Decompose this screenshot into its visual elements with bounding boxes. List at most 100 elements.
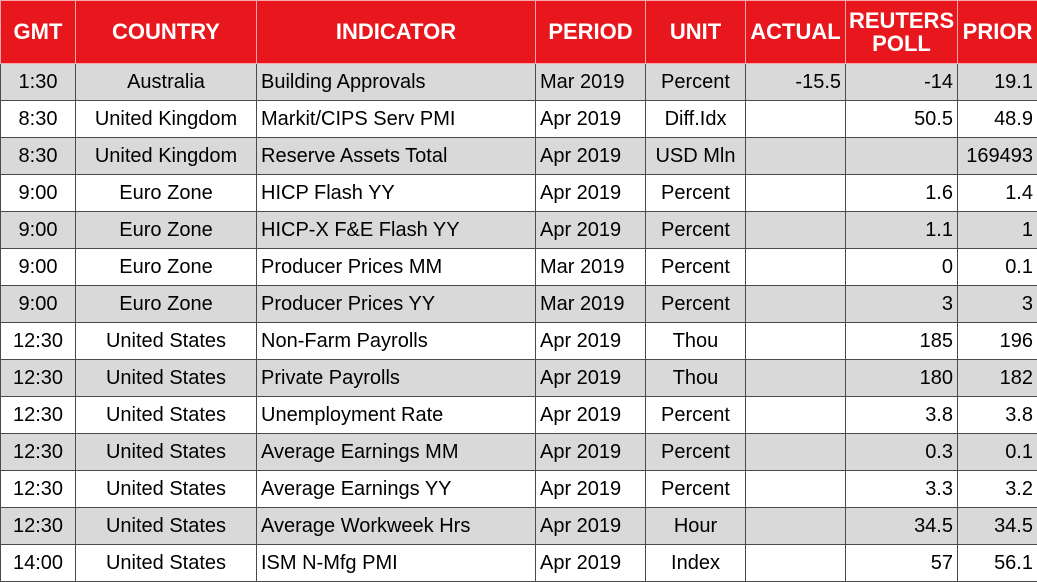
cell-period: Apr 2019 [536, 323, 646, 360]
cell-reuters-poll: 3.8 [846, 397, 958, 434]
cell-actual [746, 323, 846, 360]
cell-actual [746, 101, 846, 138]
cell-reuters-poll: 1.1 [846, 212, 958, 249]
cell-unit: Percent [646, 397, 746, 434]
cell-reuters-poll: 0.3 [846, 434, 958, 471]
header-actual: ACTUAL [746, 1, 846, 64]
cell-country: United States [76, 323, 257, 360]
cell-reuters-poll: 50.5 [846, 101, 958, 138]
cell-country: United States [76, 360, 257, 397]
cell-reuters-poll: 34.5 [846, 508, 958, 545]
cell-country: United States [76, 471, 257, 508]
cell-unit: Index [646, 545, 746, 582]
cell-country: Euro Zone [76, 249, 257, 286]
cell-unit: Percent [646, 175, 746, 212]
cell-unit: Diff.Idx [646, 101, 746, 138]
cell-period: Mar 2019 [536, 286, 646, 323]
cell-indicator: Unemployment Rate [257, 397, 536, 434]
cell-country: Euro Zone [76, 212, 257, 249]
header-indicator: INDICATOR [257, 1, 536, 64]
cell-prior: 34.5 [958, 508, 1037, 545]
cell-period: Apr 2019 [536, 508, 646, 545]
cell-unit: Percent [646, 212, 746, 249]
cell-country: Australia [76, 64, 257, 101]
cell-unit: Percent [646, 249, 746, 286]
cell-country: United States [76, 434, 257, 471]
cell-country: United States [76, 397, 257, 434]
header-country: COUNTRY [76, 1, 257, 64]
cell-unit: Percent [646, 471, 746, 508]
cell-period: Apr 2019 [536, 397, 646, 434]
cell-prior: 0.1 [958, 249, 1037, 286]
cell-prior: 3.2 [958, 471, 1037, 508]
cell-reuters-poll: 180 [846, 360, 958, 397]
cell-reuters-poll: 185 [846, 323, 958, 360]
cell-actual [746, 397, 846, 434]
cell-actual [746, 471, 846, 508]
cell-actual [746, 175, 846, 212]
cell-indicator: Private Payrolls [257, 360, 536, 397]
header-reuters-poll-line2: POLL [872, 31, 931, 56]
cell-unit: Thou [646, 360, 746, 397]
cell-unit: USD Mln [646, 138, 746, 175]
cell-period: Apr 2019 [536, 175, 646, 212]
cell-country: Euro Zone [76, 286, 257, 323]
cell-indicator: Producer Prices YY [257, 286, 536, 323]
cell-gmt: 8:30 [1, 138, 76, 175]
cell-prior: 3.8 [958, 397, 1037, 434]
cell-gmt: 12:30 [1, 434, 76, 471]
cell-gmt: 9:00 [1, 175, 76, 212]
header-period: PERIOD [536, 1, 646, 64]
cell-reuters-poll: -14 [846, 64, 958, 101]
cell-reuters-poll: 1.6 [846, 175, 958, 212]
cell-period: Mar 2019 [536, 249, 646, 286]
cell-actual [746, 138, 846, 175]
cell-gmt: 1:30 [1, 64, 76, 101]
cell-unit: Hour [646, 508, 746, 545]
cell-country: United States [76, 508, 257, 545]
cell-indicator: HICP-X F&E Flash YY [257, 212, 536, 249]
cell-prior: 3 [958, 286, 1037, 323]
cell-prior: 19.1 [958, 64, 1037, 101]
cell-gmt: 12:30 [1, 471, 76, 508]
cell-prior: 56.1 [958, 545, 1037, 582]
cell-period: Apr 2019 [536, 471, 646, 508]
header-unit: UNIT [646, 1, 746, 64]
cell-reuters-poll [846, 138, 958, 175]
cell-actual: -15.5 [746, 64, 846, 101]
cell-gmt: 8:30 [1, 101, 76, 138]
cell-unit: Percent [646, 64, 746, 101]
cell-country: Euro Zone [76, 175, 257, 212]
cell-reuters-poll: 57 [846, 545, 958, 582]
cell-actual [746, 434, 846, 471]
header-reuters-poll-line1: REUTERS [849, 8, 954, 33]
cell-actual [746, 286, 846, 323]
cell-period: Apr 2019 [536, 138, 646, 175]
cell-reuters-poll: 3 [846, 286, 958, 323]
cell-period: Mar 2019 [536, 64, 646, 101]
cell-indicator: ISM N-Mfg PMI [257, 545, 536, 582]
cell-gmt: 12:30 [1, 323, 76, 360]
cell-prior: 182 [958, 360, 1037, 397]
cell-gmt: 12:30 [1, 397, 76, 434]
header-row: GMT COUNTRY INDICATOR PERIOD UNIT ACTUAL… [1, 1, 1037, 64]
header-gmt: GMT [1, 1, 76, 64]
cell-period: Apr 2019 [536, 360, 646, 397]
cell-indicator: Producer Prices MM [257, 249, 536, 286]
cell-actual [746, 360, 846, 397]
cell-prior: 1 [958, 212, 1037, 249]
cell-country: United Kingdom [76, 138, 257, 175]
header-prior: PRIOR [958, 1, 1037, 64]
cell-gmt: 14:00 [1, 545, 76, 582]
cell-reuters-poll: 0 [846, 249, 958, 286]
cell-indicator: Average Earnings YY [257, 471, 536, 508]
